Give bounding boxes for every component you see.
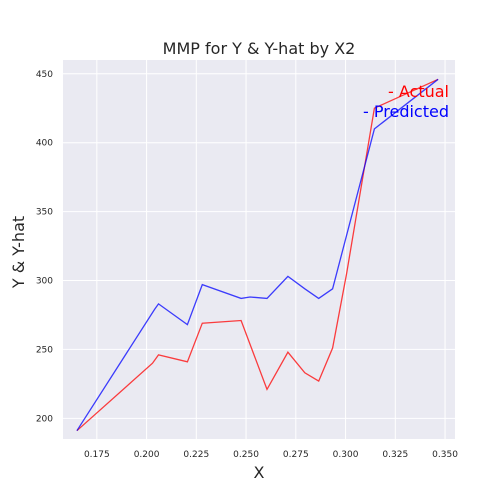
legend-entry-actual: - Actual xyxy=(388,82,449,101)
x-tick-label: 0.225 xyxy=(183,450,209,460)
series-group xyxy=(76,78,439,432)
legend-entry-predicted: - Predicted xyxy=(363,102,449,121)
y-tick-label: 300 xyxy=(36,277,53,287)
x-tick-label: 0.325 xyxy=(382,450,408,460)
grid xyxy=(63,60,455,439)
x-tick-label: 0.175 xyxy=(84,450,110,460)
y-tick-labels: 200 250 300 350 400 450 xyxy=(36,70,53,425)
y-axis-label: Y & Y-hat xyxy=(9,216,28,289)
x-axis-label: X xyxy=(254,463,265,482)
x-tick-label: 0.350 xyxy=(432,450,458,460)
y-tick-label: 200 xyxy=(36,414,53,424)
y-tick-label: 450 xyxy=(36,70,53,80)
series-line-actual xyxy=(76,78,439,432)
y-tick-label: 400 xyxy=(36,139,53,149)
x-tick-label: 0.200 xyxy=(134,450,160,460)
series-line-predicted xyxy=(76,78,439,432)
y-tick-label: 350 xyxy=(36,208,53,218)
plot-background xyxy=(63,60,455,439)
x-tick-label: 0.250 xyxy=(233,450,259,460)
x-tick-label: 0.275 xyxy=(283,450,309,460)
legend: - Actual- Predicted xyxy=(363,82,449,121)
x-tick-label: 0.300 xyxy=(333,450,359,460)
chart-title: MMP for Y & Y-hat by X2 xyxy=(163,39,356,58)
x-tick-labels: 0.175 0.200 0.225 0.250 0.275 0.300 0.325 0.350 xyxy=(84,450,458,460)
y-tick-label: 250 xyxy=(36,345,53,355)
